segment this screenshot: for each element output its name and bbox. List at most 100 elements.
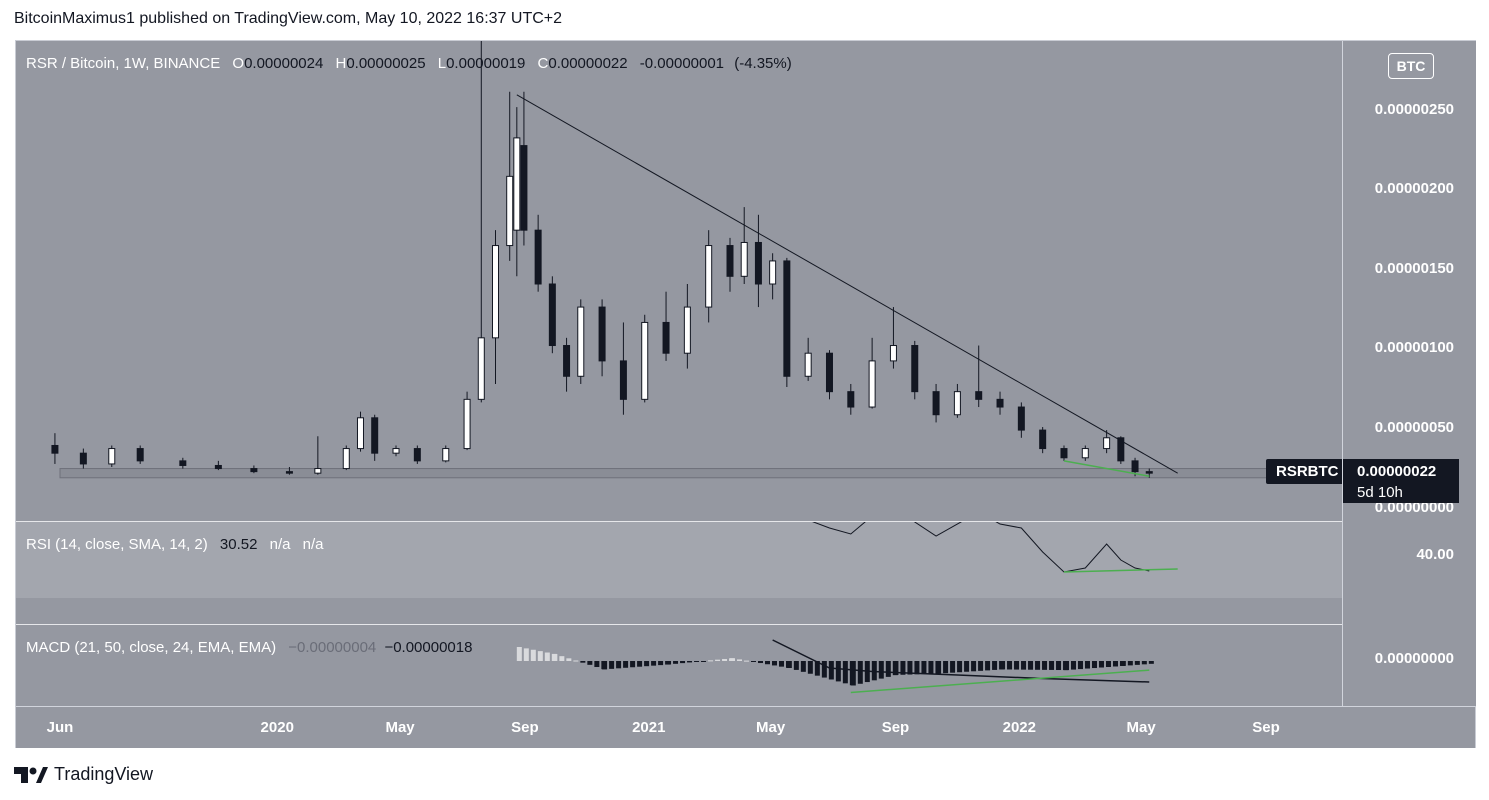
time-tick: 2022 — [1002, 719, 1036, 736]
macd-title: MACD (21, 50, close, 24, EMA, EMA) — [26, 639, 277, 656]
macd-histogram-bar — [1070, 661, 1076, 670]
rsi-tick: 40.00 — [1416, 546, 1454, 563]
macd-value-1: −0.00000004 — [288, 639, 377, 656]
candle-body — [250, 468, 258, 473]
open-value: 0.00000024 — [244, 55, 324, 72]
rsi-divergence-line — [1063, 568, 1178, 573]
macd-histogram-bar — [594, 661, 600, 668]
candle-body — [548, 283, 556, 347]
candle-body — [641, 321, 649, 400]
price-tick: 0.00000000 — [1374, 499, 1454, 516]
macd-histogram-bar — [950, 661, 956, 673]
macd-histogram-bar — [900, 661, 906, 675]
rsi-value: 30.52 — [219, 536, 258, 553]
price-tick: 0.00000200 — [1374, 180, 1454, 197]
macd-histogram-bar — [566, 658, 572, 661]
macd-histogram-bar — [559, 656, 565, 661]
candle-body — [847, 391, 855, 408]
macd-histogram-bar — [835, 661, 841, 682]
candle-body — [179, 460, 187, 466]
macd-histogram-bar — [666, 661, 672, 665]
macd-value-2: −0.00000018 — [384, 639, 473, 656]
rsi-pane[interactable]: RSI (14, close, SMA, 14, 2) 30.52 n/a n/… — [16, 521, 1342, 624]
macd-histogram-bar — [1028, 661, 1034, 670]
rsi-legend: RSI (14, close, SMA, 14, 2) 30.52 n/a n/… — [26, 536, 324, 553]
candle-body — [754, 241, 762, 285]
macd-histogram-bar — [850, 661, 856, 686]
candle-body — [356, 417, 364, 450]
macd-histogram-bar — [1014, 661, 1020, 670]
macd-histogram-bar — [957, 661, 963, 673]
brand-name: TradingView — [54, 764, 154, 784]
macd-histogram-bar — [893, 661, 899, 675]
time-tick: Sep — [511, 719, 539, 736]
macd-histogram-bar — [821, 661, 827, 678]
candle-body — [683, 306, 691, 354]
candle-body — [1117, 437, 1125, 462]
candle-body — [392, 448, 400, 454]
macd-histogram-bar — [985, 661, 991, 671]
candle-body — [662, 321, 670, 354]
candle-body — [932, 391, 940, 416]
time-tick: Sep — [881, 719, 910, 736]
candle-body — [1131, 460, 1139, 473]
candlestick-chart[interactable] — [16, 41, 1342, 521]
time-tick: May — [756, 719, 786, 736]
macd-histogram-bar — [885, 661, 891, 677]
rsi-chart[interactable] — [16, 522, 1342, 624]
candle-body — [911, 345, 919, 393]
footer-brand[interactable]: TradingView — [14, 764, 153, 785]
macd-histogram-bar — [516, 647, 522, 661]
candle-body — [889, 345, 897, 362]
macd-histogram-bar — [644, 661, 650, 667]
macd-histogram-bar — [609, 661, 615, 669]
macd-histogram-bar — [914, 661, 920, 675]
currency-button[interactable]: BTC — [1388, 53, 1434, 79]
candle-body — [520, 145, 528, 231]
low-value: 0.00000019 — [446, 55, 526, 72]
time-tick: May — [1126, 719, 1156, 736]
macd-histogram-bar — [1105, 661, 1111, 667]
chart-frame[interactable]: RSR / Bitcoin, 1W, BINANCE O0.00000024 H… — [15, 40, 1476, 748]
close-value: 0.00000022 — [548, 55, 628, 72]
macd-histogram-bar — [878, 661, 884, 679]
rsi-na-1: n/a — [269, 536, 291, 553]
candle-body — [996, 398, 1004, 408]
candle-body — [506, 175, 514, 247]
macd-histogram-bar — [580, 661, 586, 663]
macd-histogram-bar — [758, 661, 763, 664]
high-key: H — [335, 55, 347, 72]
macd-histogram-bar — [630, 661, 636, 668]
macd-histogram-bar — [978, 661, 984, 671]
candle-body — [285, 471, 293, 474]
candle-body — [598, 306, 606, 362]
candle-body — [108, 448, 116, 465]
candle-body — [51, 444, 59, 454]
price-pane[interactable]: RSR / Bitcoin, 1W, BINANCE O0.00000024 H… — [16, 41, 1349, 521]
close-key: C — [537, 55, 549, 72]
macd-line — [772, 639, 1150, 683]
macd-histogram-bar — [637, 661, 643, 667]
price-tick: 0.00000250 — [1374, 101, 1454, 118]
macd-histogram-bar — [871, 661, 877, 681]
macd-histogram-bar — [1077, 661, 1083, 670]
candle-body — [804, 352, 812, 377]
price-tick: 0.00000100 — [1374, 339, 1454, 356]
macd-chart[interactable] — [16, 625, 1342, 707]
macd-histogram-bar — [537, 651, 543, 661]
macd-histogram-bar — [694, 661, 700, 662]
macd-histogram-bar — [658, 661, 664, 666]
macd-histogram-bar — [708, 660, 714, 662]
time-tick: Sep — [1252, 719, 1280, 736]
macd-histogram-bar — [786, 661, 792, 668]
macd-pane[interactable]: MACD (21, 50, close, 24, EMA, EMA) −0.00… — [16, 624, 1342, 707]
macd-histogram-bar — [544, 652, 550, 661]
macd-histogram-bar — [730, 658, 735, 661]
macd-histogram-bar — [907, 661, 913, 675]
price-axis[interactable]: BTC 0.00000250 0.00000200 0.00000150 0.0… — [1342, 41, 1476, 706]
tradingview-logo-icon — [14, 766, 48, 783]
rsi-band — [16, 522, 1342, 598]
time-axis[interactable]: Jun 2020 May Sep 2021 May Sep 2022 May Sep — [16, 706, 1475, 748]
macd-histogram-bar — [1127, 661, 1133, 666]
candle-body — [371, 417, 379, 454]
